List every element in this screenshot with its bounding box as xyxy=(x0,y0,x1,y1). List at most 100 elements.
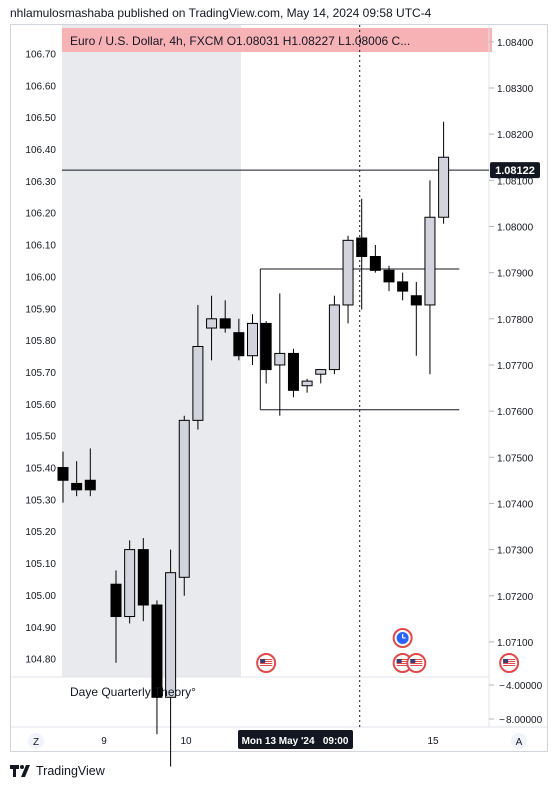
us-event-flag-icon[interactable] xyxy=(256,653,277,673)
us-event-flag-icon[interactable] xyxy=(499,653,520,673)
candle-body-down xyxy=(410,295,422,306)
auto-scale-label: A xyxy=(516,737,523,748)
left-axis-tick: 105.30 xyxy=(25,495,56,506)
right-price-axis: 1.08400 1.08300 1.08200 1.08100 1.08000 1.079… xyxy=(489,38,534,649)
time-label: 9 xyxy=(101,736,107,747)
indicator-tick-sign: − xyxy=(499,681,505,692)
us-event-flag-icon[interactable] xyxy=(392,653,413,673)
left-axis-tick: 106.50 xyxy=(25,113,56,124)
time-label: 10 xyxy=(180,736,192,747)
candle-body-up xyxy=(438,156,450,218)
right-axis-tick: 1.07500 xyxy=(497,453,534,464)
candle-body-down xyxy=(356,237,368,257)
candle xyxy=(315,369,327,384)
candle xyxy=(233,318,245,361)
left-axis-tick: 106.20 xyxy=(25,209,56,220)
right-axis-tick: 1.07700 xyxy=(497,361,534,372)
candle xyxy=(342,235,354,324)
candle-body-up xyxy=(165,572,177,698)
candle-body-down xyxy=(397,281,409,292)
tradingview-logo-icon xyxy=(10,765,30,777)
candle-body-up xyxy=(124,549,136,618)
indicator-tick-sign: − xyxy=(499,715,505,726)
candle-body-down xyxy=(71,482,83,491)
candle xyxy=(438,121,450,224)
candle-body-down xyxy=(57,467,69,481)
candle-body-down xyxy=(233,332,245,357)
indicator-tick: 4.00000 xyxy=(506,681,543,692)
scroll-left-label: Z xyxy=(33,737,39,748)
right-axis-tick: 1.08300 xyxy=(497,84,534,95)
right-axis-tick: 1.07900 xyxy=(497,269,534,280)
candle xyxy=(274,293,286,416)
left-axis-tick: 105.40 xyxy=(25,464,56,475)
shaded-session xyxy=(62,25,241,677)
right-axis-tick: 1.07600 xyxy=(497,407,534,418)
price-label: 1.08122 xyxy=(490,162,540,179)
candle xyxy=(328,295,340,375)
left-axis-tick: 105.70 xyxy=(25,368,56,379)
left-axis-tick: 105.00 xyxy=(25,591,56,602)
left-axis-tick: 106.70 xyxy=(25,49,56,60)
right-axis-tick: 1.07100 xyxy=(497,638,534,649)
candle-body-down xyxy=(84,479,96,491)
candle-body-down xyxy=(287,352,299,391)
candle xyxy=(369,244,381,273)
right-axis-tick: 1.08200 xyxy=(497,130,534,141)
candle-body-up xyxy=(301,380,313,387)
right-axis-tick: 1.08000 xyxy=(497,222,534,233)
crosshair-time-label: Mon 13 May '24 09:00 xyxy=(238,730,353,749)
candle-body-up xyxy=(178,419,190,578)
scroll-left-button[interactable]: Z xyxy=(28,733,44,749)
candle xyxy=(397,272,409,301)
us-event-flag-icon[interactable] xyxy=(406,653,427,673)
candle xyxy=(178,415,190,596)
candle-body-up xyxy=(328,304,340,371)
right-axis-tick: 1.08400 xyxy=(497,38,534,49)
candle xyxy=(356,198,368,310)
candle xyxy=(137,538,149,622)
indicator-tick: 8.00000 xyxy=(506,715,543,726)
right-axis-tick: 1.07200 xyxy=(497,592,534,603)
auto-scale-button[interactable]: A xyxy=(511,733,527,749)
tradingview-logo[interactable]: TradingView xyxy=(10,762,105,780)
candle-body-up xyxy=(424,216,436,306)
left-axis-tick: 105.10 xyxy=(25,559,56,570)
indicator-axis: − 4.00000 − 8.00000 xyxy=(489,681,543,726)
candle-body-down xyxy=(110,583,122,618)
left-axis-tick: 105.60 xyxy=(25,400,56,411)
symbol-bar xyxy=(62,28,492,52)
candle xyxy=(84,448,96,497)
candle xyxy=(219,300,231,333)
candle-body-down xyxy=(260,322,272,371)
candle-body-up xyxy=(192,346,204,421)
candle xyxy=(110,570,122,663)
candle xyxy=(247,314,258,365)
candle xyxy=(71,461,83,497)
left-axis-tick: 105.50 xyxy=(25,432,56,443)
publish-header: nhlamulosmashaba published on TradingVie… xyxy=(10,6,432,20)
candle xyxy=(260,321,272,384)
left-axis-tick: 106.40 xyxy=(25,145,56,156)
event-clock-icon[interactable] xyxy=(392,628,413,648)
candle-body-up xyxy=(315,369,327,375)
candle xyxy=(206,295,218,361)
price-label-text: 1.08122 xyxy=(495,165,535,177)
left-axis-tick: 106.30 xyxy=(25,177,56,188)
crosshair-time-text: Mon 13 May '24 09:00 xyxy=(242,736,349,747)
candle xyxy=(165,549,177,767)
indicator-title[interactable]: Daye Quarterly Theory° xyxy=(70,685,196,699)
candle xyxy=(57,451,69,503)
left-axis-tick: 106.60 xyxy=(25,81,56,92)
left-axis-tick: 106.00 xyxy=(25,272,56,283)
candle-body-down xyxy=(369,255,381,271)
candle-body-down xyxy=(151,604,163,698)
symbol-bar-text: Euro / U.S. Dollar, 4h, FXCM O1.08031 H1… xyxy=(70,34,410,48)
left-axis-tick: 105.90 xyxy=(25,304,56,315)
candle-body-up xyxy=(206,318,218,329)
candle xyxy=(424,180,436,375)
event-flags[interactable] xyxy=(256,628,520,673)
candle-body-down xyxy=(383,269,395,283)
tradingview-brand: TradingView xyxy=(36,764,105,778)
